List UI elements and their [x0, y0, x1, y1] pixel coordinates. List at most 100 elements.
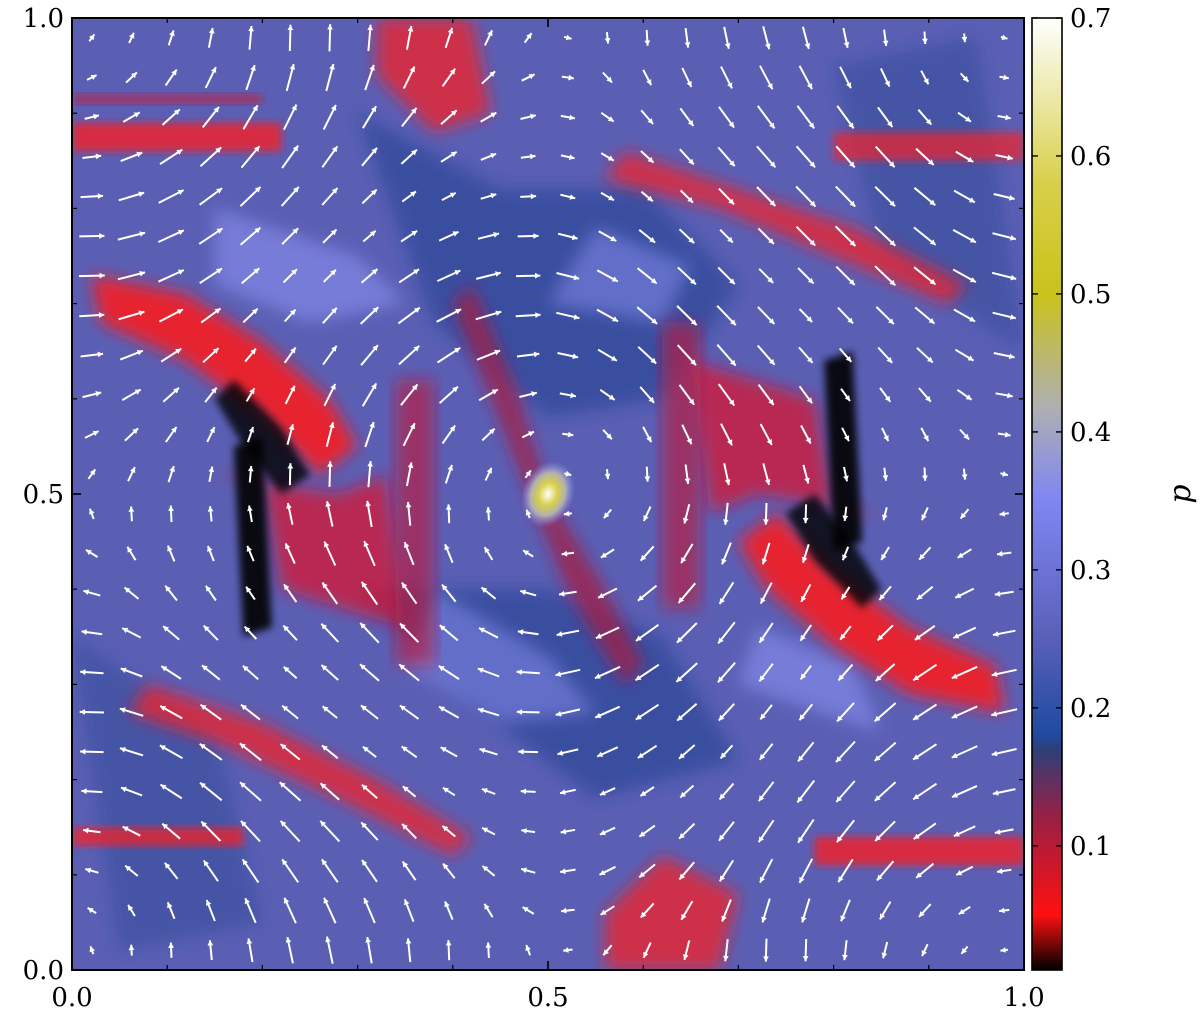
- velocity-arrow: [285, 63, 296, 92]
- velocity-arrow: [759, 858, 774, 884]
- velocity-arrow: [920, 427, 930, 442]
- central-hotspot: [520, 460, 576, 528]
- velocity-arrow: [561, 550, 575, 557]
- velocity-arrow: [360, 344, 379, 366]
- velocity-arrow: [322, 269, 337, 283]
- velocity-arrow: [557, 232, 578, 241]
- velocity-arrow: [520, 788, 536, 795]
- velocity-arrow: [80, 748, 104, 755]
- velocity-arrow: [161, 108, 181, 126]
- velocity-arrow: [797, 267, 815, 285]
- velocity-arrow: [798, 858, 814, 884]
- colorbar-tick-label: 0.4: [1070, 418, 1111, 448]
- velocity-arrow: [879, 67, 891, 88]
- velocity-arrow: [319, 820, 341, 843]
- velocity-arrow: [244, 897, 257, 924]
- velocity-arrow: [597, 587, 618, 599]
- velocity-arrow: [636, 267, 658, 285]
- velocity-arrow: [476, 349, 501, 361]
- velocity-arrow: [1000, 34, 1008, 41]
- velocity-arrow: [483, 903, 494, 918]
- velocity-arrow: [319, 782, 340, 801]
- velocity-arrow: [558, 590, 577, 597]
- velocity-arrow: [1000, 471, 1009, 477]
- velocity-arrow: [405, 25, 414, 50]
- velocity-arrow: [401, 823, 418, 840]
- velocity-arrow: [166, 901, 176, 920]
- velocity-arrow: [918, 903, 932, 918]
- velocity-arrow: [799, 664, 812, 681]
- velocity-arrow: [642, 506, 652, 522]
- velocity-arrow: [877, 346, 893, 364]
- velocity-arrow: [640, 150, 655, 164]
- velocity-arrow: [758, 622, 774, 644]
- velocity-arrow: [761, 898, 771, 923]
- velocity-arrow: [684, 464, 691, 485]
- velocity-arrow: [954, 587, 975, 599]
- velocity-arrow: [843, 466, 849, 482]
- velocity-arrow: [992, 232, 1017, 241]
- velocity-arrow: [922, 467, 928, 481]
- velocity-arrow: [85, 867, 99, 874]
- velocity-arrow: [723, 463, 731, 486]
- velocity-arrow: [913, 226, 937, 246]
- velocity-arrow: [918, 546, 932, 561]
- velocity-arrow: [596, 269, 619, 283]
- velocity-arrow: [403, 541, 415, 566]
- velocity-arrow: [602, 429, 613, 440]
- velocity-arrow: [914, 306, 936, 325]
- velocity-arrow: [756, 186, 777, 207]
- velocity-arrow: [321, 581, 339, 605]
- velocity-arrow: [951, 665, 978, 680]
- velocity-arrow: [239, 186, 262, 207]
- velocity-arrow: [721, 899, 732, 922]
- velocity-arrow: [126, 546, 137, 561]
- shock-band: [395, 379, 434, 666]
- velocity-arrow: [399, 622, 420, 643]
- velocity-arrow: [916, 347, 934, 364]
- velocity-arrow: [241, 267, 260, 285]
- velocity-arrow: [240, 145, 261, 169]
- velocity-arrow: [158, 308, 184, 323]
- velocity-arrow: [682, 940, 691, 961]
- velocity-arrow: [638, 824, 656, 838]
- velocity-arrow: [121, 388, 142, 401]
- velocity-arrow: [159, 783, 183, 800]
- velocity-arrow: [161, 822, 181, 840]
- x-tick-label: 0.5: [527, 983, 568, 1013]
- velocity-arrow: [763, 938, 769, 962]
- colorbar-tick-label: 0.2: [1070, 694, 1111, 724]
- filament: [452, 284, 644, 685]
- velocity-arrow: [478, 388, 499, 402]
- velocity-arrow: [120, 786, 143, 797]
- velocity-arrow: [873, 741, 897, 762]
- velocity-arrow: [207, 27, 215, 48]
- y-tick-label: 0.0: [23, 956, 64, 986]
- velocity-arrow: [444, 464, 453, 484]
- velocity-arrow: [128, 32, 135, 44]
- velocity-arrow: [920, 507, 929, 521]
- velocity-arrow: [438, 665, 460, 680]
- shock-core: [786, 494, 882, 609]
- velocity-arrow: [842, 506, 849, 522]
- velocity-arrow: [87, 468, 97, 480]
- velocity-arrow: [559, 392, 577, 399]
- velocity-arrow: [880, 546, 890, 561]
- velocity-arrow: [285, 936, 294, 964]
- velocity-arrow: [716, 305, 737, 326]
- velocity-arrow: [164, 426, 178, 443]
- velocity-arrow: [955, 865, 974, 876]
- velocity-arrow: [525, 509, 532, 519]
- velocity-arrow: [798, 346, 814, 364]
- velocity-arrow: [481, 788, 496, 795]
- velocity-arrow: [912, 782, 938, 801]
- velocity-arrow: [199, 703, 222, 721]
- high-pressure-region: [738, 627, 882, 732]
- velocity-arrow: [405, 462, 414, 487]
- velocity-arrow: [516, 709, 540, 715]
- velocity-arrow: [954, 348, 975, 362]
- velocity-arrow: [882, 467, 889, 481]
- velocity-arrow: [678, 822, 696, 840]
- velocity-arrow: [922, 31, 928, 45]
- velocity-arrow: [515, 312, 541, 318]
